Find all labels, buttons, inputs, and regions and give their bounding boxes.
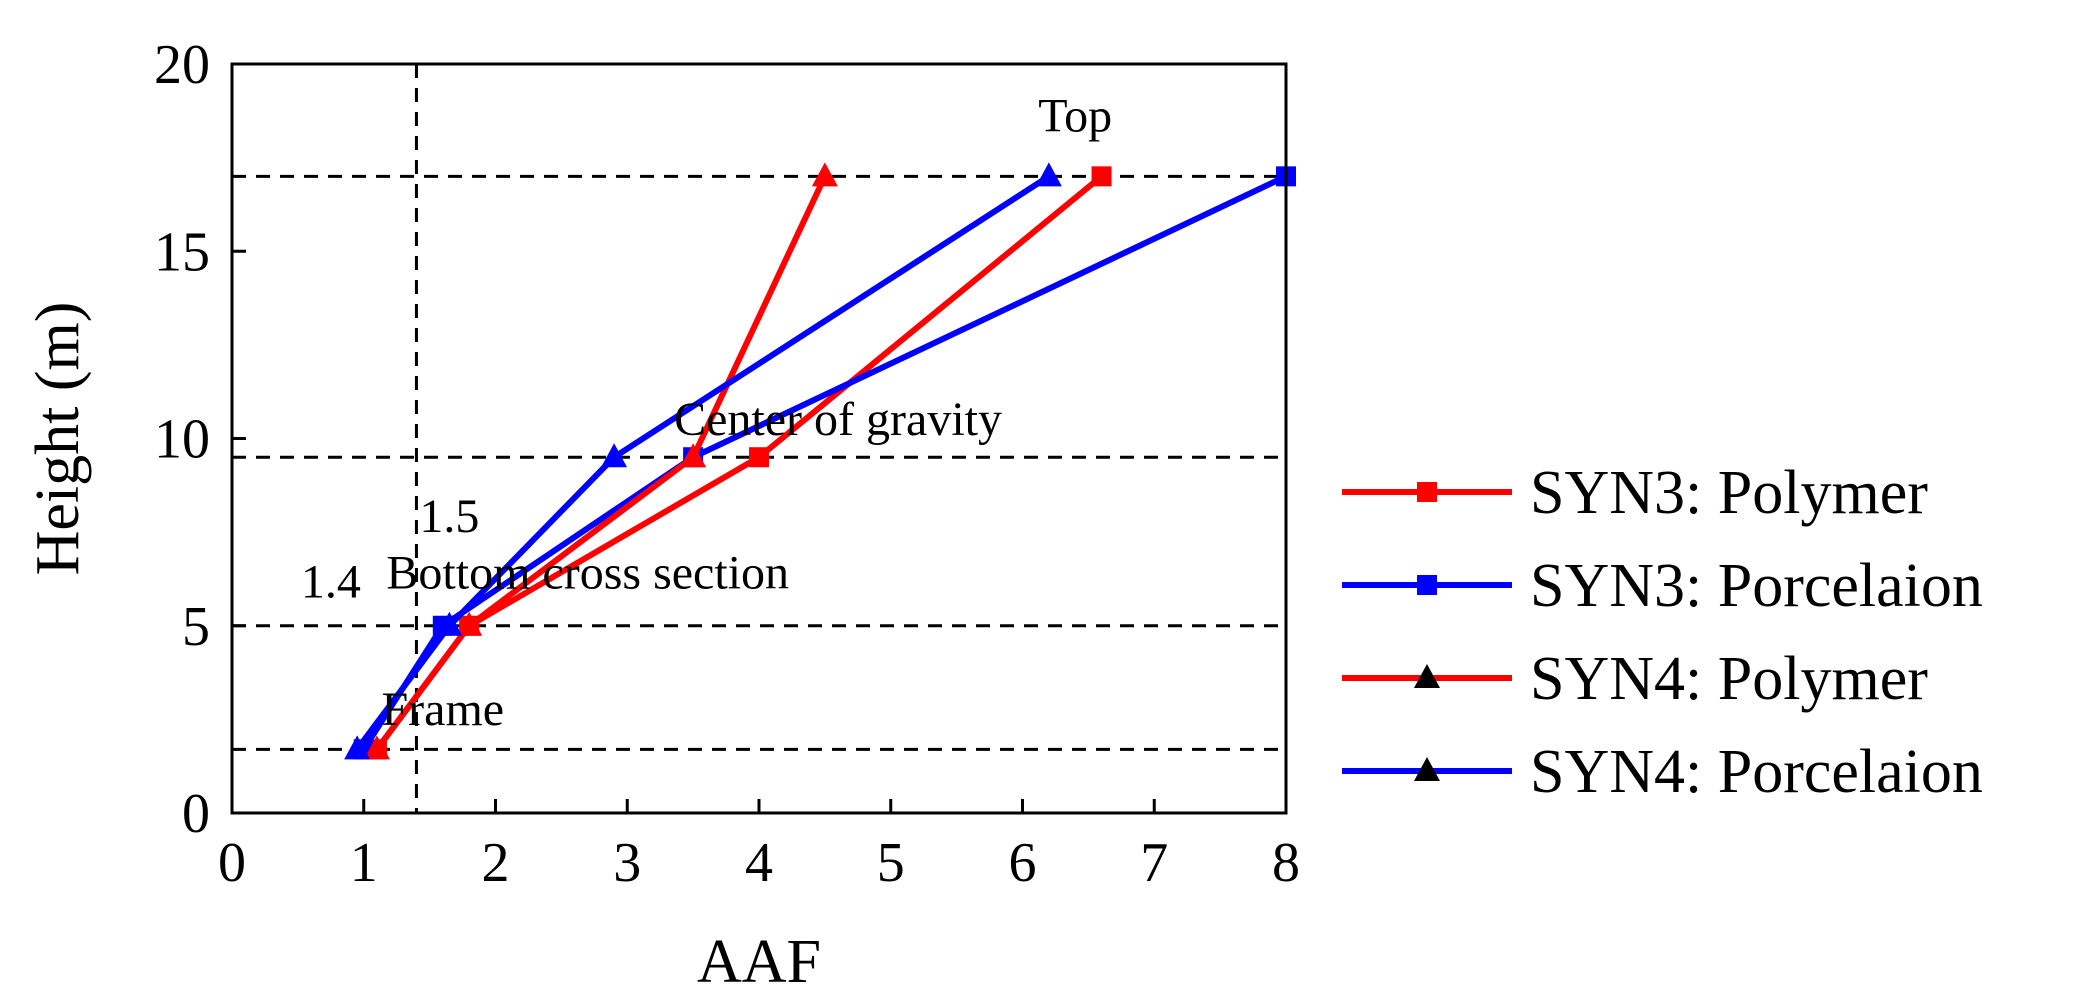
series-layer bbox=[344, 162, 1296, 760]
x-tick-label: 3 bbox=[613, 832, 641, 894]
series-line bbox=[374, 175, 828, 752]
data-point bbox=[601, 443, 628, 468]
ticks: 0 1 2 3 4 5 6 7 8 0 5 10 15 20 bbox=[154, 34, 1300, 894]
annotation: 1.5 bbox=[419, 490, 479, 543]
annotation: Center of gravity bbox=[674, 393, 1002, 446]
legend-label: SYN3: Porcelaion bbox=[1530, 552, 1983, 620]
legend-marker bbox=[1417, 575, 1437, 595]
series-2 bbox=[353, 166, 1296, 760]
data-point bbox=[1091, 166, 1112, 187]
y-tick-label: 0 bbox=[182, 783, 210, 845]
series-1 bbox=[366, 166, 1112, 760]
legend-label: SYN4: Polymer bbox=[1530, 645, 1928, 713]
x-tick-label: 6 bbox=[1009, 832, 1037, 894]
x-tick-label: 4 bbox=[745, 832, 773, 894]
legend: SYN3: Polymer SYN3: Porcelaion SYN4: Polym… bbox=[1342, 459, 1983, 806]
legend-item: SYN4: Porcelaion bbox=[1342, 738, 1983, 806]
y-axis-title: Height (m) bbox=[24, 302, 92, 576]
legend-item: SYN3: Polymer bbox=[1342, 459, 1928, 527]
data-point bbox=[1035, 162, 1062, 187]
series-3 bbox=[363, 162, 838, 760]
x-tick-label: 1 bbox=[350, 832, 378, 894]
annotation: Top bbox=[1038, 89, 1112, 142]
reference-lines bbox=[232, 64, 1286, 813]
data-point bbox=[456, 611, 483, 636]
annotation: Bottom cross section bbox=[386, 546, 789, 599]
annotation: 1.4 bbox=[301, 556, 361, 609]
data-point bbox=[680, 443, 707, 468]
annotations: Top Center of gravity Bottom cross section… bbox=[301, 89, 1112, 736]
annotation: Frame bbox=[381, 683, 504, 736]
x-tick-label: 0 bbox=[218, 832, 246, 894]
x-tick-label: 8 bbox=[1272, 832, 1300, 894]
legend-label: SYN3: Polymer bbox=[1530, 459, 1928, 527]
y-tick-label: 10 bbox=[154, 409, 210, 471]
y-tick-label: 15 bbox=[154, 221, 210, 283]
x-axis-title: AAF bbox=[697, 928, 821, 996]
data-point bbox=[811, 162, 838, 187]
series-line bbox=[361, 173, 1288, 751]
legend-marker bbox=[1414, 664, 1440, 688]
series-line bbox=[354, 173, 1051, 752]
legend-marker bbox=[1417, 482, 1437, 502]
legend-item: SYN4: Polymer bbox=[1342, 645, 1928, 713]
legend-label: SYN4: Porcelaion bbox=[1530, 738, 1983, 806]
data-point bbox=[749, 447, 769, 468]
series-line bbox=[374, 174, 1104, 752]
y-tick-label: 5 bbox=[182, 596, 210, 658]
data-point bbox=[344, 735, 371, 760]
series-4 bbox=[344, 162, 1062, 760]
x-tick-label: 2 bbox=[482, 832, 510, 894]
data-point bbox=[436, 611, 463, 636]
x-tick-label: 7 bbox=[1140, 832, 1168, 894]
y-tick-label: 20 bbox=[154, 34, 210, 96]
legend-marker bbox=[1414, 757, 1440, 781]
data-point bbox=[363, 735, 390, 760]
legend-item: SYN3: Porcelaion bbox=[1342, 552, 1983, 620]
x-tick-label: 5 bbox=[877, 832, 905, 894]
